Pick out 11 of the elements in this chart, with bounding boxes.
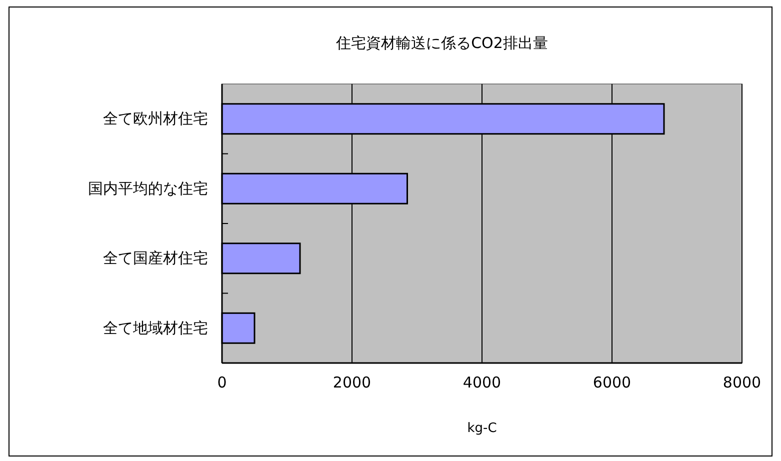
- x-tick-label: 8000: [722, 374, 762, 392]
- y-tick-label: 全て地域材住宅: [103, 318, 208, 337]
- x-tick-label: 2000: [332, 374, 372, 392]
- y-tick-label: 全て欧州材住宅: [103, 110, 208, 128]
- y-tick-label: 国内平均的な住宅: [88, 179, 208, 198]
- x-tick-label: 0: [217, 374, 227, 392]
- chart-title: 住宅資材輸送に係るCO2排出量: [335, 34, 548, 52]
- x-tick-label: 6000: [592, 374, 632, 392]
- y-tick-label: 全て国産材住宅: [103, 249, 208, 268]
- x-tick-label: 4000: [462, 374, 502, 392]
- x-axis-title: kg-C: [467, 421, 497, 436]
